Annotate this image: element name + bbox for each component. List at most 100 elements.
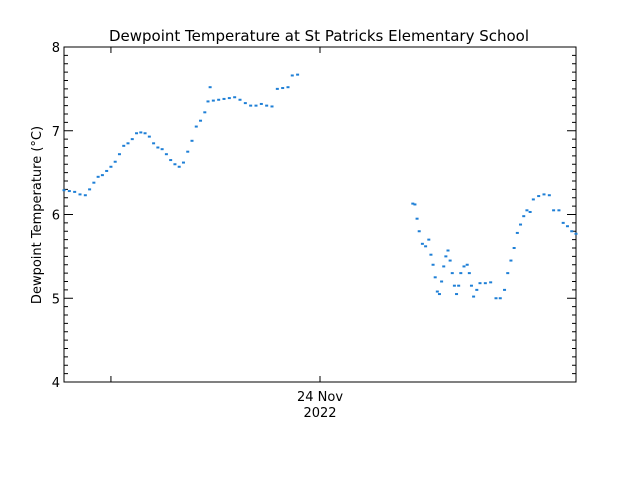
data-point bbox=[126, 142, 130, 145]
data-point bbox=[450, 272, 454, 275]
data-point bbox=[281, 87, 285, 90]
data-point bbox=[537, 195, 541, 198]
data-point bbox=[515, 231, 519, 234]
data-point bbox=[164, 153, 168, 156]
data-point bbox=[440, 280, 444, 283]
data-point bbox=[519, 223, 523, 226]
data-point bbox=[122, 144, 126, 147]
data-point bbox=[448, 259, 452, 262]
y-tick-label: 6 bbox=[52, 209, 60, 224]
data-point bbox=[462, 265, 466, 268]
data-point bbox=[557, 209, 561, 212]
data-point bbox=[259, 102, 263, 105]
data-point bbox=[270, 105, 274, 108]
data-point bbox=[494, 297, 498, 300]
data-point bbox=[222, 97, 226, 100]
data-point bbox=[67, 190, 71, 193]
data-point bbox=[113, 160, 117, 163]
data-point bbox=[100, 174, 104, 177]
data-point bbox=[435, 290, 439, 293]
y-axis-label: Dewpoint Temperature (°C) bbox=[30, 126, 45, 304]
data-point bbox=[547, 194, 551, 197]
data-point bbox=[83, 194, 87, 197]
data-point bbox=[296, 73, 300, 76]
data-point bbox=[465, 263, 469, 266]
data-point bbox=[467, 272, 471, 275]
data-point bbox=[78, 193, 82, 196]
data-point bbox=[429, 253, 433, 256]
data-point bbox=[177, 165, 181, 168]
data-point bbox=[147, 135, 151, 138]
data-point bbox=[509, 259, 513, 262]
data-point bbox=[459, 272, 463, 275]
data-point bbox=[227, 97, 231, 100]
data-point bbox=[190, 139, 194, 142]
data-point bbox=[531, 198, 535, 201]
data-point bbox=[130, 138, 134, 141]
data-point bbox=[186, 150, 190, 153]
data-point bbox=[452, 284, 456, 287]
plot-border bbox=[63, 46, 577, 383]
data-point bbox=[424, 245, 428, 248]
data-point bbox=[446, 249, 450, 252]
data-point bbox=[139, 131, 143, 134]
y-tick-label: 4 bbox=[52, 376, 60, 391]
data-point bbox=[96, 175, 100, 178]
data-point bbox=[475, 288, 479, 291]
data-point bbox=[211, 99, 215, 102]
data-point bbox=[472, 295, 476, 298]
data-point bbox=[455, 293, 459, 296]
data-point bbox=[217, 98, 221, 101]
data-point bbox=[570, 230, 574, 233]
chart-title: Dewpoint Temperature at St Patricks Elem… bbox=[109, 27, 529, 45]
data-point bbox=[243, 102, 247, 105]
data-point bbox=[208, 86, 212, 89]
data-point bbox=[525, 209, 529, 212]
data-point bbox=[88, 188, 92, 191]
data-point bbox=[542, 193, 546, 196]
data-point bbox=[169, 159, 173, 162]
data-point bbox=[194, 125, 198, 128]
data-point bbox=[290, 74, 294, 77]
data-point bbox=[574, 232, 578, 235]
data-point bbox=[109, 165, 113, 168]
data-point bbox=[478, 282, 482, 285]
data-point bbox=[415, 217, 419, 220]
data-point bbox=[437, 293, 441, 296]
data-point bbox=[457, 284, 461, 287]
y-tick-label: 8 bbox=[52, 41, 60, 56]
y-axis: 4 5 6 7 8 bbox=[52, 41, 576, 391]
data-point bbox=[265, 104, 269, 107]
x-tick-label: 24 Nov bbox=[297, 390, 343, 405]
data-point bbox=[135, 132, 139, 135]
data-point bbox=[433, 276, 437, 279]
data-point bbox=[62, 189, 66, 192]
data-point bbox=[105, 169, 109, 172]
data-point bbox=[156, 146, 160, 149]
data-point bbox=[286, 86, 290, 89]
data-point bbox=[117, 153, 121, 156]
data-point bbox=[73, 190, 77, 193]
data-point bbox=[512, 247, 516, 249]
y-tick-label: 5 bbox=[52, 292, 60, 307]
data-point bbox=[254, 104, 258, 107]
data-point bbox=[417, 230, 421, 233]
data-point bbox=[442, 265, 446, 268]
data-point bbox=[275, 87, 279, 90]
data-point bbox=[431, 263, 435, 266]
data-point bbox=[561, 221, 565, 224]
data-point bbox=[565, 225, 569, 228]
data-point bbox=[411, 202, 415, 205]
series-points bbox=[62, 73, 578, 300]
data-point bbox=[160, 148, 164, 151]
data-point bbox=[503, 288, 507, 291]
plot-frame bbox=[63, 46, 577, 383]
data-point bbox=[420, 242, 424, 245]
data-point bbox=[427, 238, 431, 241]
x-tick-sublabel: 2022 bbox=[303, 406, 336, 421]
data-point bbox=[552, 209, 556, 212]
data-point bbox=[444, 255, 448, 258]
data-point bbox=[413, 203, 417, 206]
data-point bbox=[469, 284, 473, 287]
data-point bbox=[483, 282, 487, 285]
